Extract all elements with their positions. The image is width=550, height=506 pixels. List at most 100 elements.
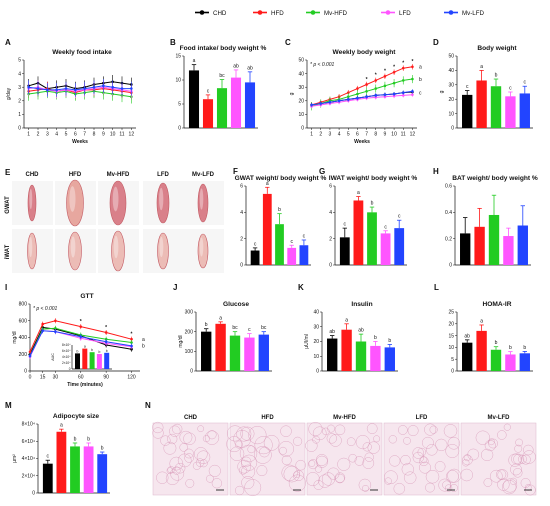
x-tick-label: 120 bbox=[127, 375, 136, 381]
significance-letter: b bbox=[74, 436, 77, 442]
significance-letter: b bbox=[388, 338, 391, 344]
adipocyte-cell bbox=[362, 442, 372, 452]
adipocyte-cell bbox=[502, 480, 517, 495]
x-tick-label: 2 bbox=[319, 132, 322, 138]
y-tick-label: 0 bbox=[190, 369, 193, 375]
data-point bbox=[130, 344, 133, 348]
chart-title: Adipocyte size bbox=[53, 413, 100, 420]
adipocyte-cell bbox=[233, 430, 251, 448]
inset-tick-label: 2×10⁴ bbox=[62, 361, 71, 365]
adipocyte-cell bbox=[484, 440, 496, 452]
adipocyte-cell bbox=[239, 444, 258, 463]
adipocyte-cell bbox=[197, 425, 204, 432]
adipocyte-cell bbox=[254, 446, 272, 464]
y-tick-label: 8×10⁴ bbox=[22, 422, 35, 428]
chart-title: Food intake/ body weight % bbox=[180, 45, 267, 52]
data-point bbox=[346, 95, 350, 99]
adipocyte-cell bbox=[281, 464, 298, 481]
adipocyte-cell bbox=[241, 454, 258, 471]
y-tick-label: 4×10⁴ bbox=[22, 456, 35, 462]
data-point bbox=[28, 354, 32, 358]
adipocyte-cell bbox=[366, 423, 378, 434]
significance-letter: b bbox=[87, 436, 90, 442]
bar-lfd bbox=[503, 236, 514, 265]
legend-label: HFD bbox=[271, 10, 284, 17]
panel-label-l: L bbox=[434, 283, 439, 292]
data-point bbox=[41, 322, 44, 326]
adipocyte-cell bbox=[179, 430, 193, 444]
histology-image bbox=[383, 422, 460, 496]
x-tick-label: 9 bbox=[384, 132, 387, 138]
bar-chd bbox=[462, 342, 473, 371]
adipocyte-cell bbox=[513, 468, 523, 478]
adipocyte-cell bbox=[278, 441, 294, 457]
significance-letter: c bbox=[509, 86, 512, 92]
data-point bbox=[337, 99, 341, 103]
adipocyte-cell bbox=[254, 436, 273, 455]
y-tick-label: 20 bbox=[448, 97, 454, 103]
adipocyte-cell bbox=[172, 466, 181, 475]
adipocyte-cell bbox=[393, 483, 405, 495]
legend-marker bbox=[385, 10, 391, 15]
x-tick-label: 7 bbox=[83, 132, 86, 138]
series-line bbox=[28, 90, 132, 98]
annotation: * p < 0.001 bbox=[310, 62, 335, 68]
chart-title: Glucose bbox=[223, 301, 249, 308]
inset-bar bbox=[75, 353, 80, 369]
adipocyte-cell bbox=[367, 441, 380, 454]
bar-chart-k: 0 10 20 30 40 µUI/ml Insulin ab a ab b b bbox=[304, 301, 398, 375]
adipocyte-cell bbox=[312, 435, 320, 444]
bar-chd bbox=[327, 338, 338, 371]
adipocyte-cell bbox=[172, 423, 183, 435]
bar-chart-b: 0 5 10 15 Food intake/ body weight % a c bc ab ab bbox=[175, 45, 266, 132]
x-tick-label: 30 bbox=[53, 375, 59, 381]
bar-lfd bbox=[230, 77, 242, 128]
inset-tick-label: 6×10⁴ bbox=[62, 349, 71, 353]
adipocyte-cell bbox=[388, 435, 397, 444]
chart-title: Weekly body weight bbox=[333, 49, 397, 56]
data-point bbox=[319, 102, 323, 105]
chart-title: Body weight bbox=[477, 45, 517, 52]
y-axis-label: µUI/ml bbox=[304, 334, 310, 349]
legend-label: LFD bbox=[399, 10, 411, 17]
bar-mv-lfd bbox=[384, 347, 395, 371]
y-tick-label: 15 bbox=[448, 333, 454, 339]
inset-letter: a bbox=[84, 345, 86, 349]
data-point bbox=[54, 319, 57, 323]
x-tick-label: 6 bbox=[74, 132, 77, 138]
adipocyte-cell bbox=[334, 472, 346, 483]
chart-title: Weekly food intake bbox=[52, 49, 112, 56]
x-tick-label: 6 bbox=[356, 132, 359, 138]
series-hfd bbox=[28, 318, 133, 355]
adipocyte-cell bbox=[510, 463, 522, 476]
data-point bbox=[102, 84, 105, 88]
inset-tick-label: 4×10⁴ bbox=[62, 355, 71, 359]
adipocyte-cell bbox=[259, 446, 270, 458]
significance-letter: b bbox=[374, 335, 377, 341]
data-point bbox=[346, 98, 350, 101]
data-point bbox=[365, 95, 368, 99]
adipocyte-cell bbox=[523, 444, 534, 456]
y-tick-label: 20 bbox=[298, 99, 304, 105]
significance-letter: a bbox=[266, 181, 269, 187]
histology-column-label: CHD bbox=[184, 415, 198, 421]
inset-y-label: AUC bbox=[51, 353, 55, 361]
bar-mv-hfd bbox=[229, 335, 241, 371]
adipocyte-cell bbox=[227, 425, 243, 442]
adipocyte-cell bbox=[244, 479, 262, 496]
adipocyte-cell bbox=[442, 480, 451, 490]
y-tick-label: 600 bbox=[19, 318, 28, 324]
chart-title: BAT weight/ body weight % bbox=[452, 175, 538, 182]
data-point bbox=[383, 75, 387, 78]
panel-label-b: B bbox=[170, 38, 176, 47]
bar-hfd bbox=[476, 80, 487, 128]
data-point bbox=[411, 93, 414, 96]
significance-letter: b bbox=[142, 344, 145, 350]
bar-chd bbox=[201, 331, 212, 371]
y-tick-label: 6 bbox=[329, 184, 332, 190]
series-line bbox=[29, 320, 132, 352]
adipocyte-cell bbox=[293, 471, 300, 478]
significance-letter: b bbox=[523, 345, 526, 351]
bar-chart-m: 0 2×10⁴ 4×10⁴ 6×10⁴ 8×10⁴ µm² Adipocyte size c a… bbox=[12, 413, 110, 497]
data-point bbox=[74, 88, 77, 92]
